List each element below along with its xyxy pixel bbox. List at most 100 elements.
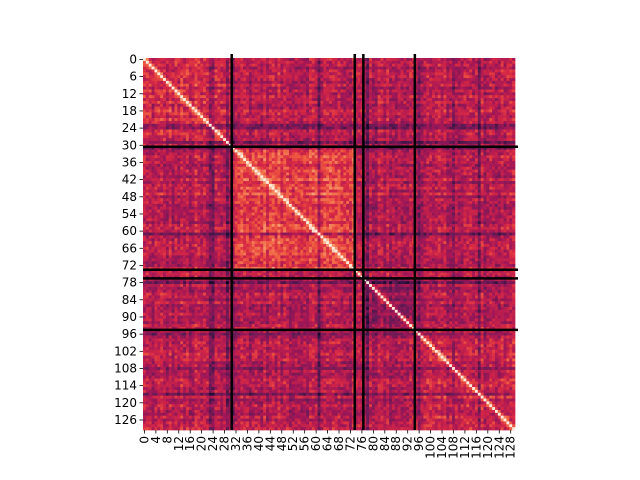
heatmap-cell <box>291 118 296 122</box>
heatmap-cell <box>231 123 235 128</box>
heatmap-cell <box>168 100 172 105</box>
heatmap-cell <box>163 115 167 119</box>
heatmap-cell <box>288 115 293 119</box>
heatmap-cell <box>183 83 187 87</box>
heatmap-cell <box>429 115 433 119</box>
heatmap-cell <box>503 72 507 76</box>
heatmap-cell <box>274 129 278 133</box>
heatmap-cell <box>463 106 467 110</box>
heatmap-cell <box>151 66 155 70</box>
heatmap-cell <box>260 66 264 70</box>
heatmap-cell <box>400 146 404 150</box>
heatmap-cell <box>291 80 296 85</box>
heatmap-cell <box>151 132 155 136</box>
heatmap-cell <box>277 75 281 79</box>
heatmap-cell <box>449 123 453 128</box>
heatmap-cell <box>188 80 192 85</box>
heatmap-cell <box>220 100 224 105</box>
heatmap-cell <box>217 138 221 142</box>
heatmap-cell <box>323 118 327 122</box>
heatmap-cell <box>480 95 484 99</box>
heatmap-cell <box>497 161 502 165</box>
heatmap-cell <box>197 135 201 139</box>
heatmap-cell <box>457 86 461 90</box>
heatmap-cell <box>432 118 436 122</box>
heatmap-cell <box>266 129 270 133</box>
heatmap-cell <box>246 140 250 145</box>
heatmap-cell <box>197 143 201 148</box>
heatmap-cell <box>240 115 244 119</box>
heatmap-cell <box>171 72 175 76</box>
heatmap-cell <box>454 161 459 165</box>
heatmap-cell <box>188 86 192 90</box>
heatmap-cell <box>151 69 155 73</box>
heatmap-cell <box>371 58 376 62</box>
heatmap-cell <box>203 152 207 156</box>
heatmap-cell <box>483 126 487 130</box>
heatmap-cell <box>460 66 464 70</box>
heatmap-cell <box>466 92 470 96</box>
heatmap-cell <box>274 143 278 148</box>
heatmap-cell <box>446 118 450 122</box>
heatmap-cell <box>494 100 499 105</box>
heatmap-cell <box>180 166 184 170</box>
heatmap-cell <box>274 100 278 105</box>
heatmap-cell <box>294 129 298 133</box>
heatmap-cell <box>228 143 233 148</box>
heatmap-cell <box>417 86 421 90</box>
heatmap-cell <box>191 115 195 119</box>
heatmap-cell <box>177 152 181 156</box>
heatmap-cell <box>386 63 390 67</box>
heatmap-cell <box>277 158 281 162</box>
heatmap-cell <box>420 120 424 125</box>
heatmap-cell <box>509 92 513 96</box>
heatmap-cell <box>194 100 198 105</box>
heatmap-cell <box>337 143 341 148</box>
heatmap-cell <box>266 58 270 62</box>
heatmap-cell <box>297 152 301 156</box>
heatmap-cell <box>486 155 490 159</box>
heatmap-cell <box>449 72 453 76</box>
heatmap-cell <box>191 103 195 107</box>
heatmap-cell <box>360 112 364 116</box>
heatmap-cell <box>360 115 364 119</box>
heatmap-cell <box>417 158 421 162</box>
heatmap-cell <box>397 83 401 87</box>
heatmap-cell <box>349 149 353 153</box>
heatmap-cell <box>143 58 147 62</box>
heatmap-cell <box>163 63 167 67</box>
heatmap-cell <box>337 129 341 133</box>
heatmap-cell <box>500 155 504 159</box>
heatmap-cell <box>394 118 399 122</box>
heatmap-cell <box>417 115 421 119</box>
heatmap-cell <box>297 120 301 125</box>
heatmap-cell <box>506 86 510 90</box>
heatmap-cell <box>205 106 210 110</box>
heatmap-cell <box>157 115 161 119</box>
heatmap-cell <box>294 95 298 99</box>
heatmap-cell <box>469 135 473 139</box>
heatmap-cell <box>243 115 247 119</box>
heatmap-cell <box>374 155 378 159</box>
heatmap-cell <box>197 95 201 99</box>
heatmap-cell <box>440 132 444 136</box>
heatmap-cell <box>457 60 461 65</box>
heatmap-cell <box>234 149 238 153</box>
heatmap-cell <box>308 92 313 96</box>
heatmap-cell <box>409 92 413 96</box>
heatmap-cell <box>366 163 370 168</box>
heatmap-cell <box>512 118 516 122</box>
heatmap-cell <box>197 158 201 162</box>
heatmap-cell <box>194 129 198 133</box>
heatmap-cell <box>426 92 430 96</box>
heatmap-cell <box>268 58 273 62</box>
heatmap-cell <box>360 106 364 110</box>
heatmap-cell <box>203 78 207 82</box>
heatmap-cell <box>323 80 327 85</box>
heatmap-cell <box>157 140 161 145</box>
heatmap-cell <box>271 146 275 150</box>
heatmap-cell <box>286 143 290 148</box>
heatmap-cell <box>288 132 293 136</box>
heatmap-cell <box>414 161 419 165</box>
heatmap-cell <box>291 163 296 168</box>
